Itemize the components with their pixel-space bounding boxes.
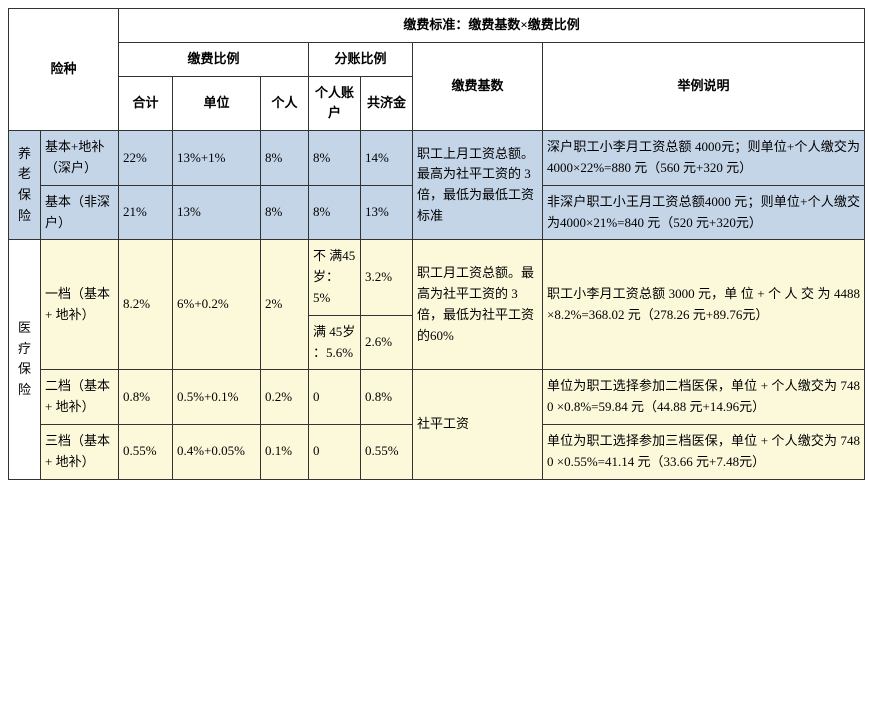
cell: 6%+0.2% — [173, 240, 261, 370]
medical-type: 二档（基本 + 地补） — [41, 370, 119, 425]
cell: 0.55% — [361, 424, 413, 479]
medical-base: 社平工资 — [413, 370, 543, 479]
pension-type: 基本（非深户） — [41, 185, 119, 240]
insurance-table: 险种 缴费标准：缴费基数×缴费比例 缴费比例 分账比例 缴费基数 举例说明 合计… — [8, 8, 865, 480]
cell: 满 45岁 ：5.6% — [309, 315, 361, 370]
pension-example: 深户职工小李月工资总额 4000元；则单位+个人缴交为 4000×22%=880… — [543, 131, 865, 186]
header-unit: 单位 — [173, 76, 261, 131]
cell: 2% — [261, 240, 309, 370]
cell: 2.6% — [361, 315, 413, 370]
header-base: 缴费基数 — [413, 42, 543, 130]
medical-type: 三档（基本 + 地补） — [41, 424, 119, 479]
header-example: 举例说明 — [543, 42, 865, 130]
medical-example: 职工小李月工资总额 3000 元，单 位 + 个 人 交 为 4488 ×8.2… — [543, 240, 865, 370]
cell: 13% — [173, 185, 261, 240]
cell: 8% — [261, 185, 309, 240]
header-standard: 缴费标准：缴费基数×缴费比例 — [119, 9, 865, 43]
cell: 0.5%+0.1% — [173, 370, 261, 425]
cell: 14% — [361, 131, 413, 186]
cell: 0.8% — [119, 370, 173, 425]
medical-example: 单位为职工选择参加三档医保，单位 + 个人缴交为 7480 ×0.55%=41.… — [543, 424, 865, 479]
cell: 13% — [361, 185, 413, 240]
medical-type: 一档（基本 + 地补） — [41, 240, 119, 370]
header-mutual: 共济金 — [361, 76, 413, 131]
header-total: 合计 — [119, 76, 173, 131]
medical-base: 职工月工资总额。最高为社平工资的 3倍，最低为社平工资的60% — [413, 240, 543, 370]
cell: 0 — [309, 370, 361, 425]
header-category: 险种 — [9, 9, 119, 131]
cell: 13%+1% — [173, 131, 261, 186]
cell: 0.2% — [261, 370, 309, 425]
cell: 8% — [309, 131, 361, 186]
medical-example: 单位为职工选择参加二档医保，单位 + 个人缴交为 7480 ×0.8%=59.8… — [543, 370, 865, 425]
table-row: 医疗保险 一档（基本 + 地补） 8.2% 6%+0.2% 2% 不 满45 岁… — [9, 240, 865, 315]
medical-title: 医疗保险 — [9, 240, 41, 479]
header-ratio: 缴费比例 — [119, 42, 309, 76]
cell: 0.55% — [119, 424, 173, 479]
cell: 0.8% — [361, 370, 413, 425]
cell: 8% — [261, 131, 309, 186]
table-row: 二档（基本 + 地补） 0.8% 0.5%+0.1% 0.2% 0 0.8% 社… — [9, 370, 865, 425]
header-split: 分账比例 — [309, 42, 413, 76]
header-personal: 个人 — [261, 76, 309, 131]
pension-base: 职工上月工资总额。最高为社平工资的 3 倍，最低为最低工资标准 — [413, 131, 543, 240]
cell: 0 — [309, 424, 361, 479]
cell: 不 满45 岁：5% — [309, 240, 361, 315]
cell: 3.2% — [361, 240, 413, 315]
pension-example: 非深户职工小王月工资总额4000 元；则单位+个人缴交为4000×21%=840… — [543, 185, 865, 240]
table-row: 养老保险 基本+地补 （深户） 22% 13%+1% 8% 8% 14% 职工上… — [9, 131, 865, 186]
pension-title: 养老保险 — [9, 131, 41, 240]
cell: 0.4%+0.05% — [173, 424, 261, 479]
cell: 21% — [119, 185, 173, 240]
header-account: 个人账户 — [309, 76, 361, 131]
cell: 0.1% — [261, 424, 309, 479]
cell: 8.2% — [119, 240, 173, 370]
pension-type: 基本+地补 （深户） — [41, 131, 119, 186]
cell: 8% — [309, 185, 361, 240]
cell: 22% — [119, 131, 173, 186]
